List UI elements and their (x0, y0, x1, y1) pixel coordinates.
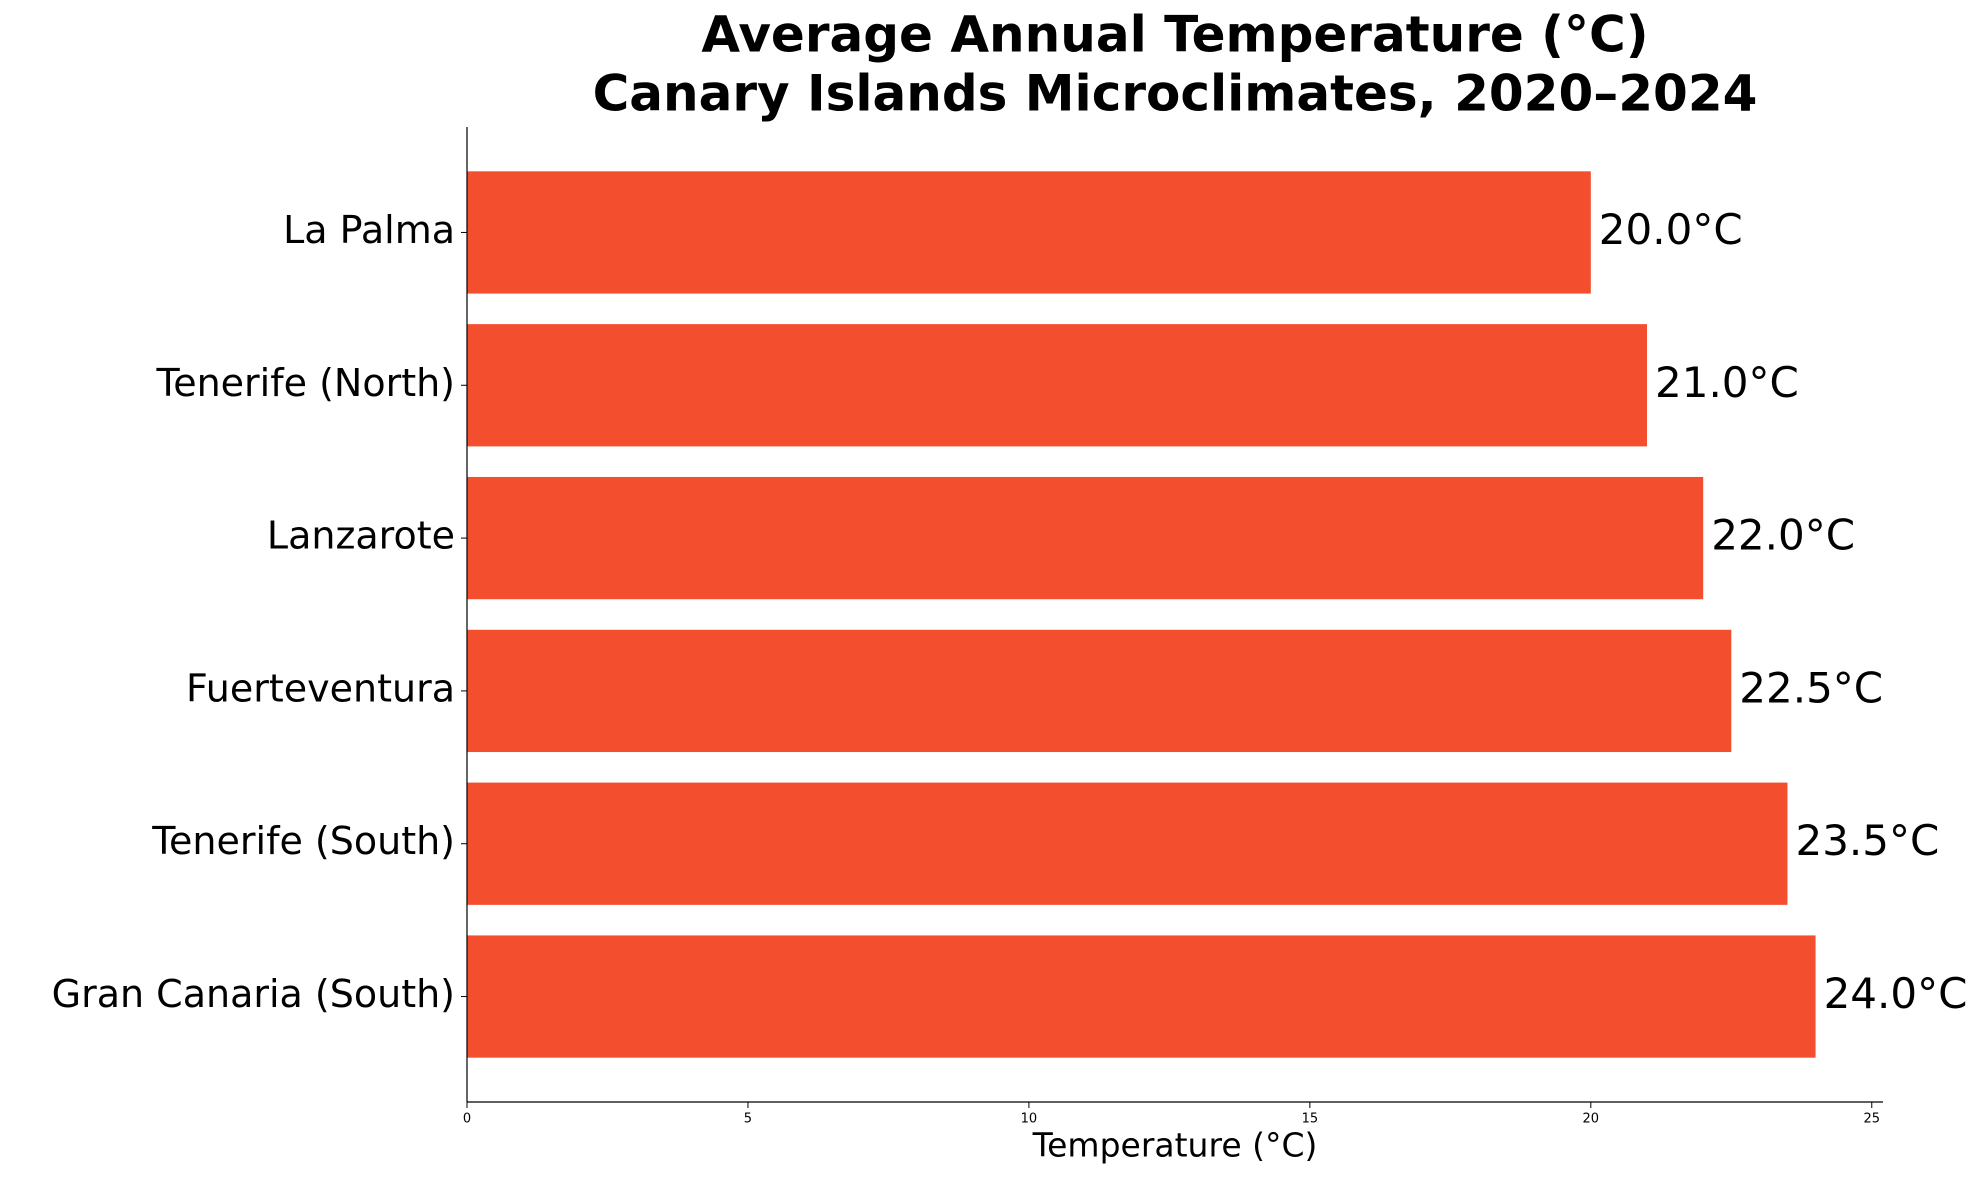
x-tick-label: 15 (1302, 1112, 1319, 1127)
y-tick-label: La Palma (283, 208, 455, 252)
bar (467, 324, 1647, 447)
bar (467, 629, 1732, 753)
chart-subtitle: Canary Islands Microclimates, 2020–2024 (593, 65, 1758, 123)
value-label: 24.0°C (1824, 969, 1968, 1018)
bar (467, 171, 1591, 294)
value-label: 23.5°C (1795, 816, 1939, 865)
x-tick-label: 20 (1583, 1112, 1600, 1127)
bar (467, 935, 1816, 1058)
x-tick-label: 25 (1863, 1112, 1880, 1127)
value-label: 21.0°C (1655, 358, 1799, 407)
value-label: 20.0°C (1599, 205, 1743, 254)
y-tick-label: Tenerife (South) (151, 819, 455, 863)
value-label: 22.5°C (1739, 663, 1883, 712)
x-tick-label: 0 (463, 1112, 471, 1127)
chart-title: Average Annual Temperature (°C) (701, 6, 1648, 64)
y-tick-label: Gran Canaria (South) (52, 972, 455, 1016)
x-tick-label: 5 (744, 1112, 752, 1127)
x-tick-label: 10 (1021, 1112, 1038, 1127)
x-axis-label: Temperature (°C) (1032, 1126, 1318, 1165)
value-label: 22.0°C (1711, 511, 1855, 560)
y-tick-label: Fuerteventura (186, 666, 455, 710)
bar (467, 782, 1788, 905)
y-tick-label: Tenerife (North) (155, 361, 455, 405)
bar (467, 476, 1704, 600)
y-tick-label: Lanzarote (267, 514, 455, 558)
